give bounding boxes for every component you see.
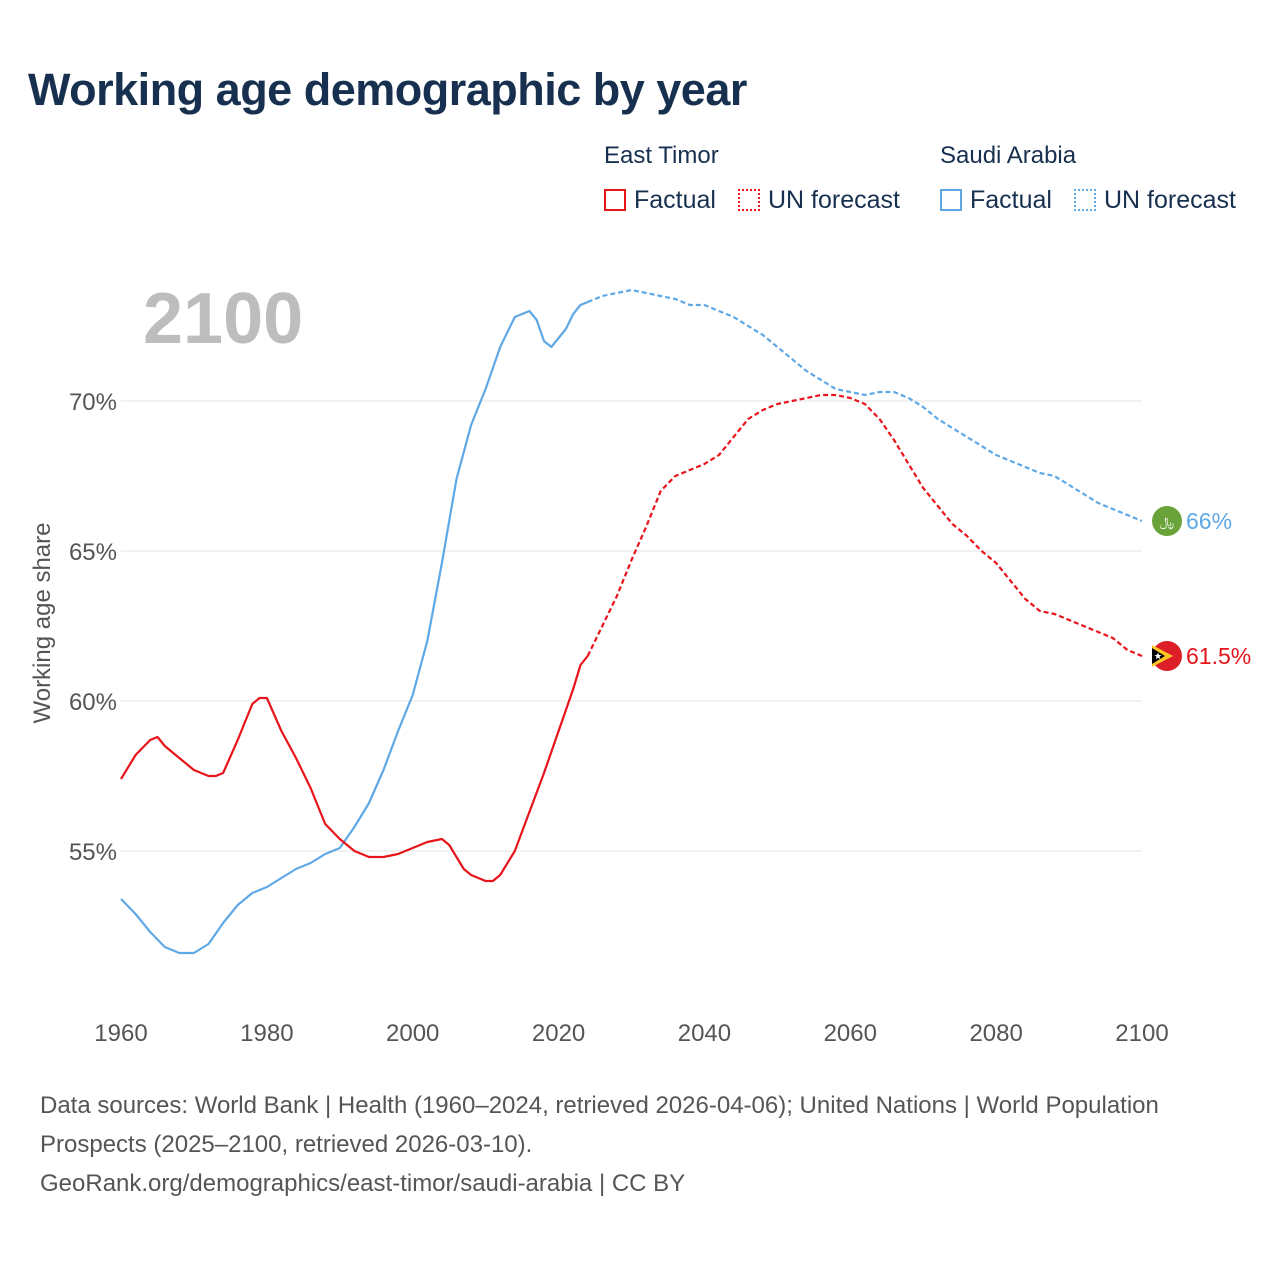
x-axis-ticks: 1960 1980 2000 2020 2040 2060 2080 2100	[94, 1020, 1168, 1047]
legend-east-timor-forecast[interactable]: UN forecast	[738, 186, 900, 214]
footer-sources-text: Data sources: World Bank | Health (1960–…	[40, 1092, 1159, 1158]
y-tick-label: 70%	[69, 389, 117, 416]
legend-swatch-solid-icon	[604, 189, 626, 211]
legend-label: Factual	[634, 185, 716, 214]
legend-country-east-timor: East Timor	[604, 142, 719, 169]
east-timor-factual-line[interactable]	[120, 655, 589, 883]
series-lines	[120, 288, 1143, 955]
legend-saudi-arabia-factual[interactable]: Factual	[940, 186, 1052, 214]
saudi-arabia-end-label: 66%	[1186, 508, 1232, 534]
chart-title: Working age demographic by year	[28, 64, 747, 115]
legend-saudi-arabia-forecast[interactable]: UN forecast	[1074, 186, 1236, 214]
saudi-arabia-end-marker[interactable]: ﷼ 66%	[1152, 506, 1232, 536]
saudi-flag-emblem-icon: ﷼	[1160, 514, 1174, 530]
y-axis-label: Working age share	[29, 523, 56, 724]
legend-label: UN forecast	[1104, 185, 1236, 214]
x-tick-label: 1960	[94, 1020, 147, 1047]
x-tick-label: 2080	[969, 1020, 1022, 1047]
legend-swatch-dotted-icon	[1074, 189, 1096, 211]
gridlines	[121, 400, 1142, 852]
saudi-arabia-forecast-line[interactable]	[587, 288, 1143, 523]
legend-label: UN forecast	[768, 185, 900, 214]
line-chart: 2100 55% 60% 65% 70% 1960 1980 2000 2020 2040 20…	[29, 279, 1251, 1047]
x-tick-label: 2100	[1115, 1020, 1168, 1047]
legend-east-timor-factual[interactable]: Factual	[604, 186, 716, 214]
y-axis-ticks: 55% 60% 65% 70%	[69, 389, 117, 866]
x-tick-label: 2000	[386, 1020, 439, 1047]
legend-swatch-solid-icon	[940, 189, 962, 211]
east-timor-forecast-line[interactable]	[586, 393, 1143, 658]
year-watermark: 2100	[143, 279, 303, 359]
x-tick-label: 2020	[532, 1020, 585, 1047]
legend-label: Factual	[970, 185, 1052, 214]
x-tick-label: 2060	[824, 1020, 877, 1047]
x-tick-label: 2040	[678, 1020, 731, 1047]
saudi-arabia-factual-line[interactable]	[120, 300, 589, 955]
x-tick-label: 1980	[240, 1020, 293, 1047]
y-tick-label: 55%	[69, 839, 117, 866]
saudi-flag-icon	[1152, 506, 1182, 536]
timor-flag-icon	[1152, 641, 1182, 671]
footer-attribution[interactable]: GeoRank.org/demographics/east-timor/saud…	[40, 1170, 686, 1197]
legend-country-saudi-arabia: Saudi Arabia	[940, 142, 1077, 169]
footer-sources: Data sources: World Bank | Health (1960–…	[40, 1086, 1220, 1203]
y-tick-label: 60%	[69, 689, 117, 716]
east-timor-end-label: 61.5%	[1186, 643, 1251, 669]
east-timor-end-marker[interactable]: 61.5%	[1152, 641, 1251, 671]
legend-swatch-dotted-icon	[738, 189, 760, 211]
y-tick-label: 65%	[69, 539, 117, 566]
